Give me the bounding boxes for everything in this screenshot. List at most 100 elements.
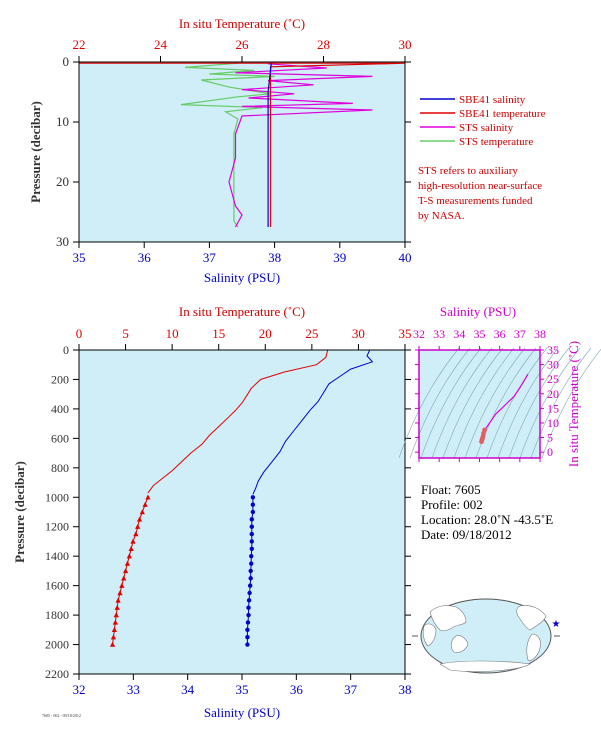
salinity-tick-label: 40: [399, 250, 412, 265]
pressure-tick-label: 600: [51, 431, 69, 445]
temperature-marker: [119, 582, 125, 588]
density-contour: [541, 348, 601, 459]
profile-number: Profile: 002: [421, 497, 483, 512]
legend-label: STS temperature: [459, 136, 533, 148]
legend: SBE41 salinity SBE41 temperature STS sal…: [418, 94, 546, 222]
temperature-tick-label: 15: [212, 326, 225, 341]
salinity-tick-label: 38: [268, 250, 281, 265]
temperature-marker: [133, 531, 139, 537]
near-surface-temperature-axis-title: In situ Temperature (˚C): [179, 16, 305, 31]
temperature-marker: [145, 494, 151, 500]
pressure-tick-label: 1200: [45, 520, 69, 534]
density-contour: [475, 347, 537, 459]
legend-item-sts-temperature: STS temperature: [420, 136, 533, 148]
temperature-marker: [122, 568, 129, 574]
ts-temperature-tick-label: 30: [547, 358, 559, 372]
float-location-star-icon: ★: [552, 619, 561, 630]
density-contour: [409, 347, 471, 459]
temperature-marker: [112, 619, 118, 625]
temperature-marker: [121, 575, 127, 581]
salinity-tick-label: 37: [203, 250, 217, 265]
temperature-marker: [117, 590, 123, 596]
salinity-marker: [247, 590, 252, 596]
full-profile-ticks: 0 5 10 15 20 25 30 35 32 33 34 35 36 37 38 0 200 400 600 80…: [45, 326, 412, 697]
pressure-tick-label: 1400: [45, 549, 69, 563]
salinity-marker: [249, 524, 254, 529]
world-map: ★: [412, 598, 561, 674]
pressure-tick-label: 1000: [45, 490, 69, 504]
density-contour: [508, 347, 570, 459]
sts-note: STS refers to auxiliary high-resolution …: [418, 165, 542, 222]
salinity-tick-label: 35: [73, 250, 86, 265]
temperature-tick-label: 0: [76, 326, 83, 341]
density-contour: [464, 347, 526, 459]
pressure-tick-label: 20: [56, 174, 69, 189]
legend-label: SBE41 salinity: [459, 94, 526, 106]
ts-salinity-tick-label: 32: [413, 327, 425, 341]
pressure-tick-label: 10: [56, 114, 69, 129]
salinity-marker: [250, 495, 256, 500]
near-surface-ticks: 22 24 26 28 30 35 36 37 38 39 40 0 10 20 30: [56, 37, 412, 265]
temperature-marker: [136, 516, 143, 522]
salinity-tick-label: 39: [333, 250, 346, 265]
density-contour: [431, 347, 493, 459]
ts-salinity-tick-label: 35: [474, 327, 486, 341]
temperature-marker: [130, 538, 136, 544]
ts-salinity-tick-label: 37: [514, 327, 526, 341]
temperature-tick-label: 22: [73, 37, 86, 52]
salinity-marker: [249, 539, 254, 544]
temperature-marker: [128, 546, 134, 552]
legend-item-sts-salinity: STS salinity: [420, 122, 514, 134]
density-contour: [497, 347, 559, 459]
sts-note-line: T-S measurements funded: [418, 195, 533, 207]
pressure-tick-label: 1800: [45, 608, 69, 622]
pressure-tick-label: 200: [51, 372, 69, 386]
near-surface-plot-area: [79, 62, 405, 242]
salinity-marker: [245, 627, 250, 633]
temperature-tick-label: 5: [122, 326, 129, 341]
series-sts-salinity: [228, 63, 373, 228]
salinity-marker: [245, 634, 250, 640]
salinity-tick-label: 36: [138, 250, 152, 265]
salinity-tick-label: 38: [399, 682, 412, 697]
salinity-marker: [249, 517, 254, 522]
temperature-tick-label: 24: [154, 37, 168, 52]
salinity-marker: [249, 553, 254, 559]
sts-note-line: high-resolution near-surface: [418, 180, 542, 192]
temperature-tick-label: 25: [305, 326, 318, 341]
near-surface-panel: 22 24 26 28 30 35 36 37 38 39 40 0 10 20 30 In situ Te…: [28, 16, 412, 285]
continent-asia: [429, 605, 467, 632]
temperature-marker: [109, 641, 116, 647]
salinity-marker: [250, 502, 256, 507]
temperature-tick-label: 10: [166, 326, 179, 341]
legend-item-sbe41-salinity: SBE41 salinity: [420, 94, 526, 106]
map-continents: [422, 605, 547, 672]
density-contour: [519, 347, 581, 459]
pressure-tick-label: 0: [63, 343, 69, 357]
salinity-marker: [250, 509, 256, 515]
pressure-tick-label: 2000: [45, 638, 69, 652]
ts-temperature-axis-title: In situ Temperature (˚C): [566, 341, 581, 467]
temperature-tick-label: 30: [352, 326, 365, 341]
series-sbe41-salinity: [267, 63, 272, 227]
continent-antarctica: [439, 660, 531, 672]
sts-note-line: STS refers to auxiliary: [418, 165, 518, 177]
float-info: Float: 7605 Profile: 002 Location: 28.0˚…: [421, 482, 553, 542]
pressure-tick-label: 0: [63, 54, 70, 69]
temperature-marker: [111, 627, 117, 633]
pressure-tick-label: 1600: [45, 579, 69, 593]
near-surface-pressure-axis-title: Pressure (decibar): [28, 101, 43, 203]
ts-plot-area: [419, 350, 540, 458]
density-contour: [420, 347, 482, 459]
temperature-tick-label: 28: [317, 37, 330, 52]
salinity-marker: [249, 546, 254, 552]
density-contour: [486, 347, 548, 459]
date: Date: 09/18/2012: [421, 527, 512, 542]
temperature-tick-label: 30: [399, 37, 412, 52]
salinity-marker: [246, 598, 252, 603]
density-contour: [398, 347, 460, 459]
temperature-tick-label: 20: [259, 326, 272, 341]
